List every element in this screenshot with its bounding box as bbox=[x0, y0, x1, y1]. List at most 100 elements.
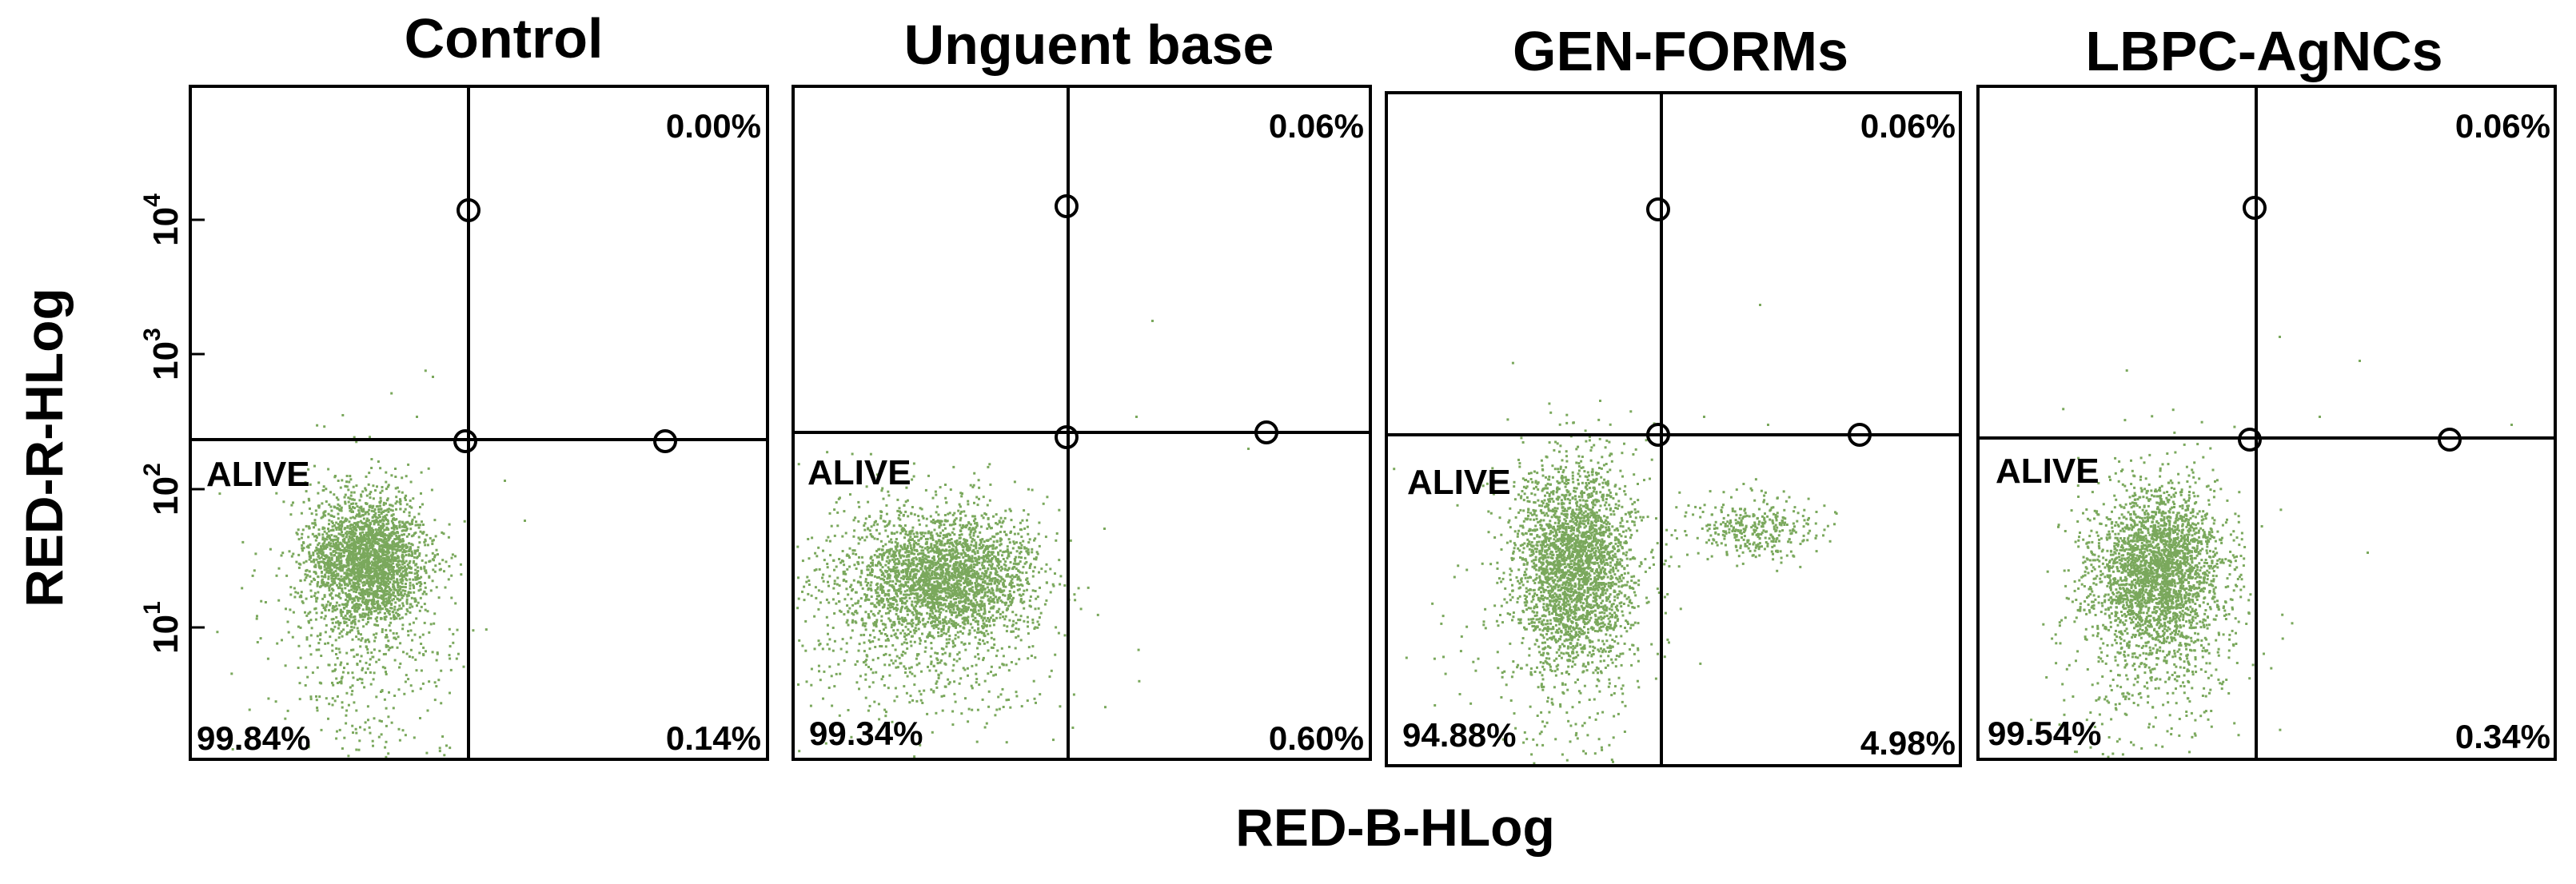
scatter-point bbox=[987, 517, 990, 520]
scatter-point bbox=[323, 511, 326, 514]
scatter-point bbox=[331, 649, 334, 652]
scatter-point bbox=[1027, 620, 1030, 623]
scatter-point bbox=[358, 552, 361, 555]
scatter-point bbox=[409, 480, 413, 484]
scatter-point bbox=[307, 546, 310, 549]
scatter-point bbox=[814, 552, 817, 555]
scatter-point bbox=[404, 529, 407, 532]
scatter-point bbox=[831, 627, 835, 629]
scatter-point bbox=[415, 563, 418, 566]
scatter-point bbox=[484, 628, 488, 631]
scatter-point bbox=[1021, 571, 1024, 575]
scatter-point bbox=[335, 615, 338, 619]
scatter-point bbox=[400, 607, 403, 610]
scatter-point bbox=[317, 591, 320, 594]
scatter-point bbox=[334, 577, 337, 579]
scatter-point bbox=[320, 655, 323, 657]
scatter-point bbox=[871, 574, 874, 577]
scatter-point bbox=[359, 571, 362, 574]
scatter-point bbox=[965, 569, 968, 572]
scatter-point bbox=[353, 535, 356, 537]
scatter-point bbox=[378, 526, 381, 529]
scatter-point bbox=[385, 523, 389, 526]
scatter-point bbox=[341, 523, 344, 526]
scatter-point bbox=[398, 739, 401, 742]
scatter-point bbox=[1011, 611, 1015, 614]
scatter-point bbox=[385, 534, 388, 537]
scatter-point bbox=[350, 570, 353, 573]
scatter-point bbox=[860, 555, 863, 559]
scatter-point bbox=[359, 579, 362, 583]
scatter-point bbox=[331, 522, 334, 524]
scatter-point bbox=[337, 512, 340, 516]
scatter-point bbox=[353, 522, 356, 525]
scatter-point bbox=[359, 615, 362, 619]
scatter-point bbox=[370, 458, 373, 460]
scatter-point bbox=[336, 547, 339, 550]
scatter-point bbox=[977, 609, 980, 612]
scatter-point bbox=[369, 547, 372, 550]
scatter-point bbox=[393, 556, 397, 559]
scatter-point bbox=[916, 553, 919, 556]
scatter-point bbox=[325, 554, 328, 557]
scatter-point bbox=[895, 607, 899, 611]
scatter-point bbox=[289, 608, 292, 611]
scatter-point bbox=[321, 552, 325, 555]
scatter-point bbox=[391, 558, 394, 561]
scatter-point bbox=[326, 536, 329, 539]
scatter-point bbox=[309, 644, 312, 647]
scatter-point bbox=[409, 603, 413, 606]
scatter-point bbox=[379, 520, 382, 524]
scatter-point bbox=[380, 559, 383, 562]
scatter-point bbox=[301, 601, 305, 604]
scatter-point bbox=[408, 566, 411, 568]
scatter-point bbox=[322, 575, 325, 579]
scatter-point bbox=[895, 531, 899, 534]
scatter-point bbox=[401, 623, 405, 627]
scatter-point bbox=[971, 560, 974, 563]
scatter-point bbox=[410, 520, 413, 523]
scatter-point bbox=[395, 500, 398, 504]
scatter-point bbox=[393, 605, 397, 608]
scatter-point bbox=[949, 560, 952, 563]
scatter-point bbox=[381, 522, 385, 525]
scatter-point bbox=[377, 533, 381, 536]
scatter-point bbox=[336, 583, 338, 587]
scatter-point bbox=[376, 588, 379, 591]
scatter-point bbox=[348, 520, 351, 524]
scatter-point bbox=[862, 622, 865, 625]
scatter-point bbox=[947, 620, 951, 623]
scatter-point bbox=[308, 551, 311, 554]
scatter-point bbox=[364, 521, 367, 524]
scatter-point bbox=[386, 485, 389, 488]
scatter-point bbox=[316, 596, 319, 599]
scatter-point bbox=[385, 480, 388, 484]
scatter-point bbox=[977, 657, 980, 660]
scatter-point bbox=[976, 536, 979, 538]
scatter-point bbox=[372, 554, 375, 557]
scatter-point bbox=[365, 661, 368, 664]
scatter-point bbox=[374, 623, 377, 627]
scatter-point bbox=[388, 508, 391, 511]
scatter-point bbox=[435, 548, 438, 552]
scatter-point bbox=[377, 611, 380, 615]
scatter-point bbox=[433, 681, 437, 684]
scatter-point bbox=[1055, 539, 1058, 542]
scatter-point bbox=[391, 521, 394, 524]
scatter-point bbox=[390, 392, 393, 395]
scatter-point bbox=[457, 652, 460, 655]
scatter-point bbox=[431, 579, 434, 583]
scatter-point bbox=[373, 639, 376, 643]
scatter-point bbox=[373, 510, 376, 513]
scatter-point bbox=[1045, 563, 1048, 566]
scatter-point bbox=[299, 626, 302, 629]
scatter-point bbox=[417, 601, 420, 604]
scatter-point bbox=[296, 532, 299, 536]
scatter-point bbox=[957, 552, 960, 555]
scatter-point bbox=[421, 532, 425, 535]
scatter-point bbox=[277, 567, 281, 570]
scatter-point bbox=[1026, 519, 1028, 522]
scatter-point bbox=[407, 591, 410, 595]
scatter-point bbox=[365, 517, 369, 520]
scatter-point bbox=[381, 561, 385, 563]
